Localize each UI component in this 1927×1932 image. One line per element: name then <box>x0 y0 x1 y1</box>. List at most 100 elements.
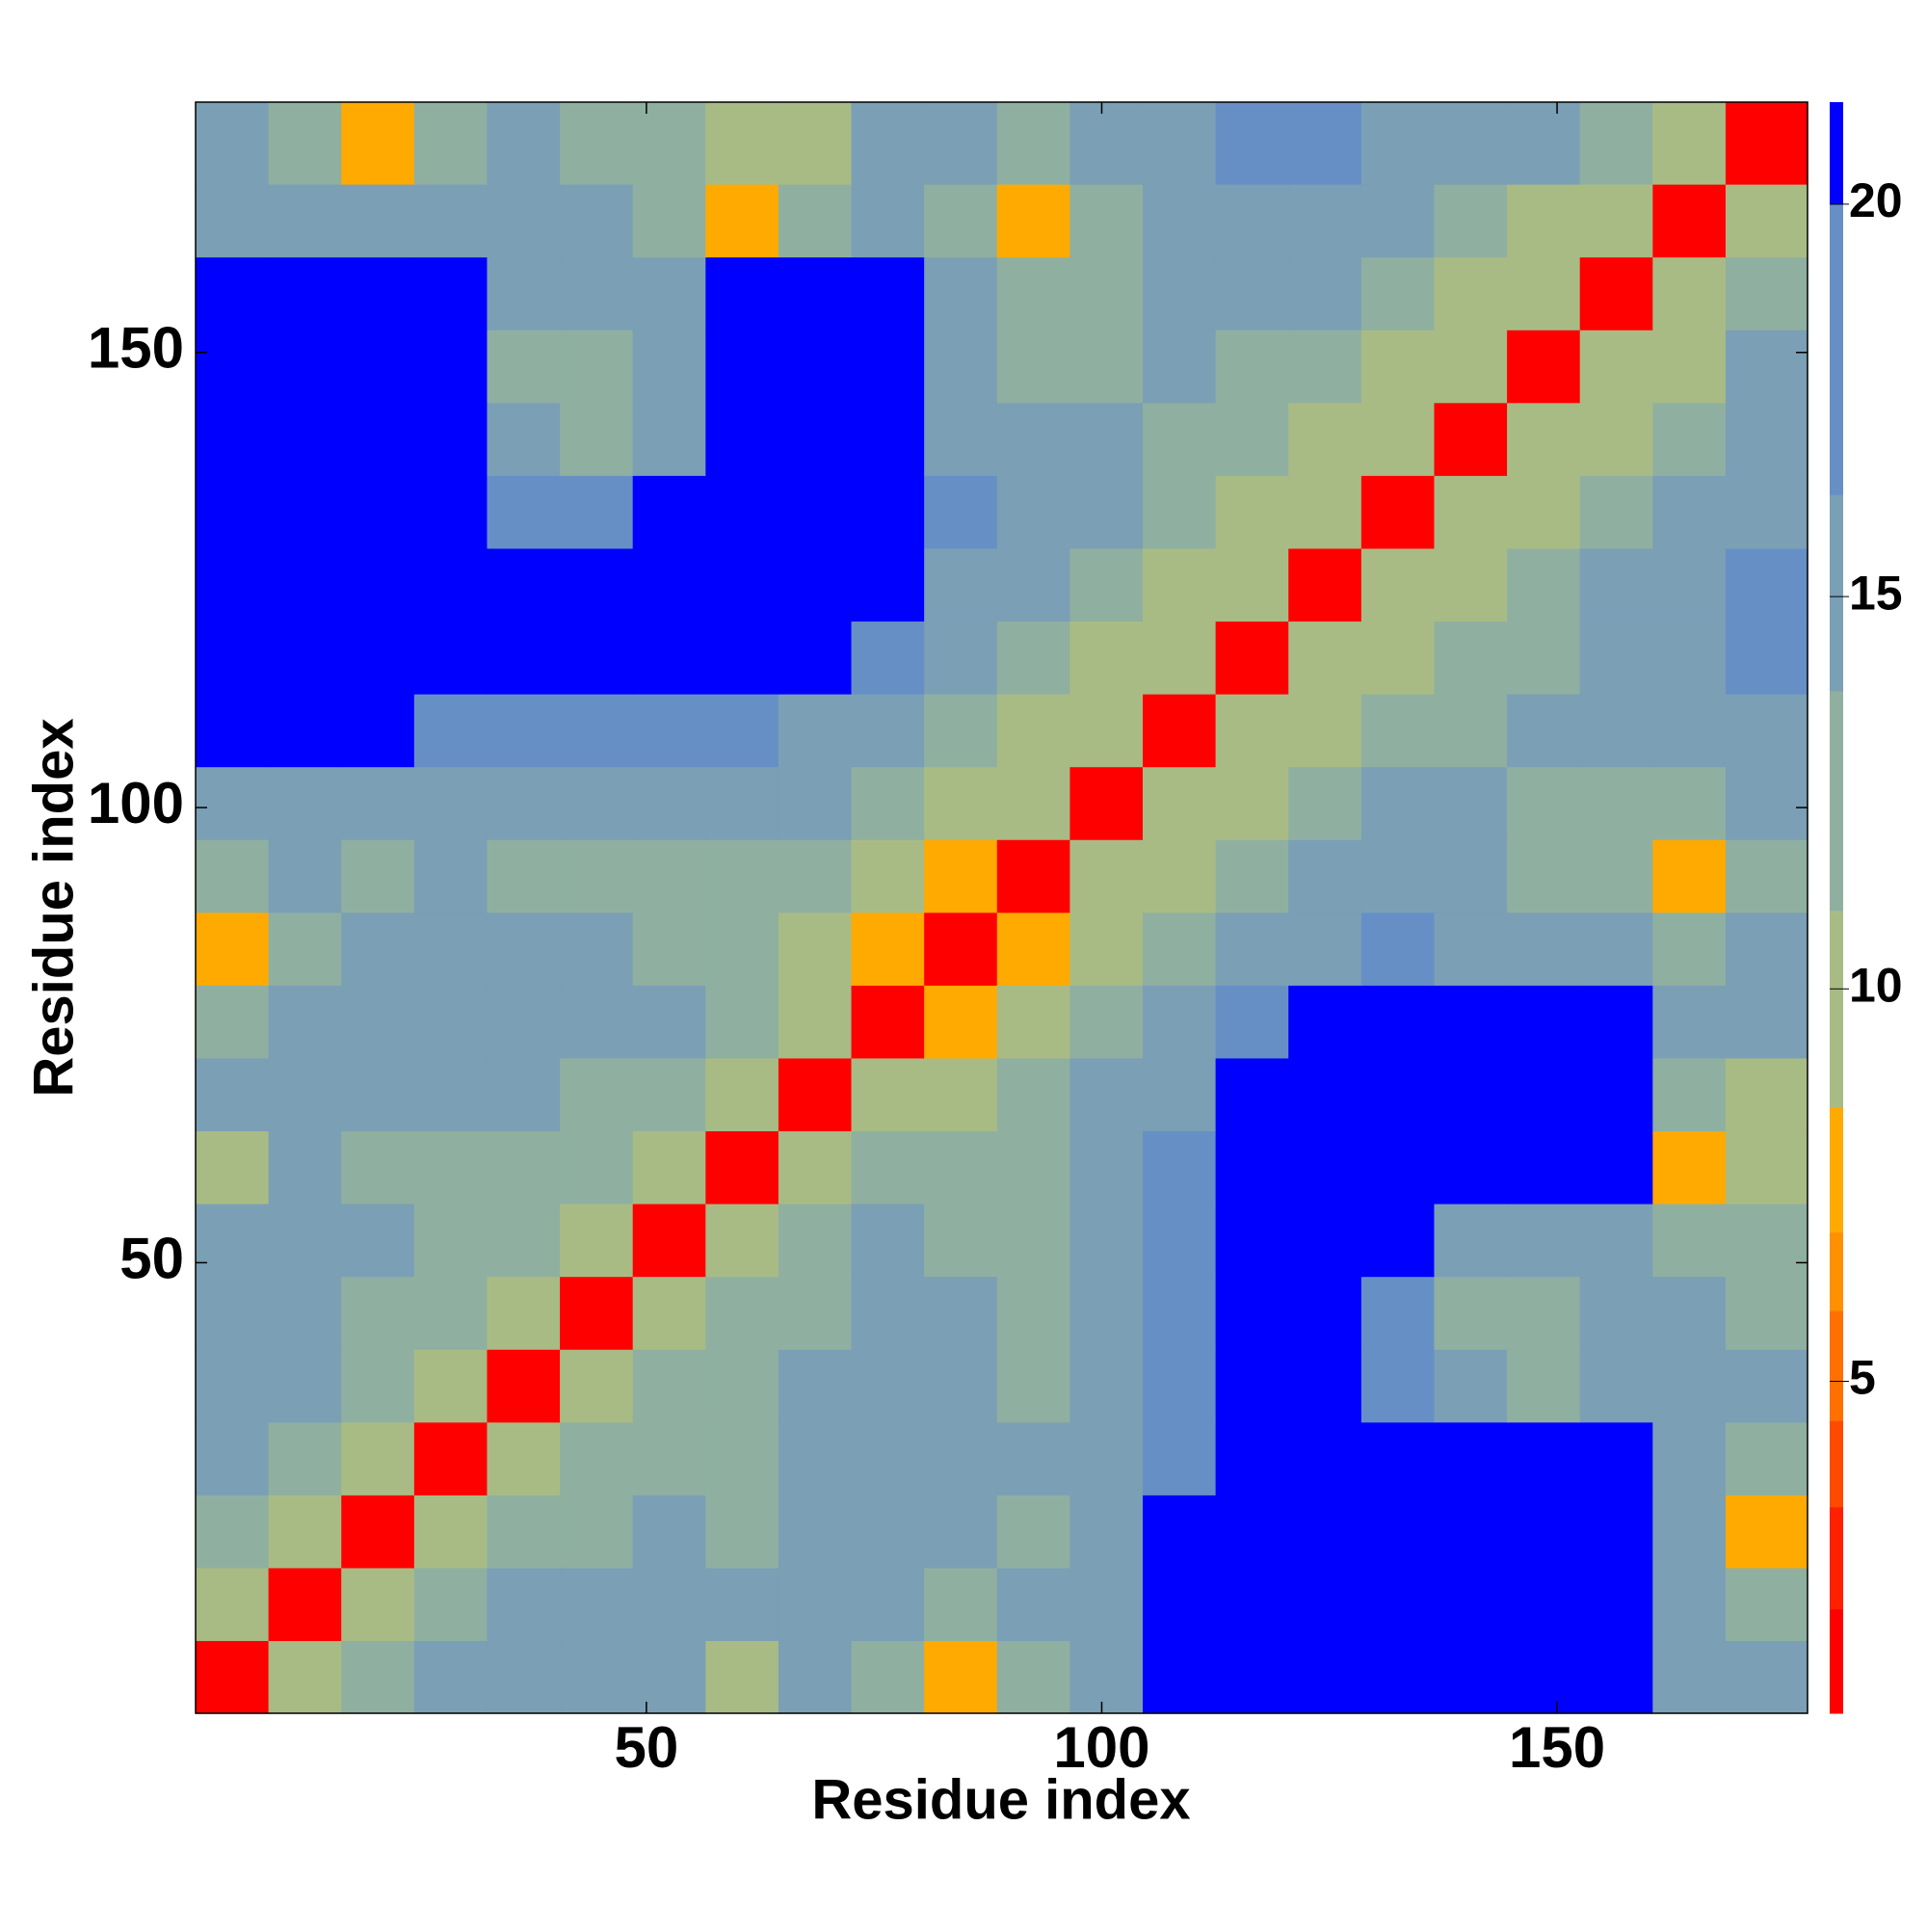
heatmap-cell <box>1069 912 1144 986</box>
heatmap-cell <box>487 547 561 622</box>
heatmap-cell <box>1288 1057 1362 1132</box>
heatmap-cell <box>1143 1204 1217 1278</box>
heatmap-cell <box>705 1276 779 1350</box>
heatmap-cell <box>1143 839 1217 913</box>
heatmap-cell <box>268 985 342 1059</box>
heatmap-cell <box>1143 402 1217 476</box>
heatmap-cell <box>924 1057 998 1132</box>
heatmap-cell <box>1652 547 1727 622</box>
heatmap-cell <box>487 621 561 695</box>
heatmap-cell <box>1507 621 1581 695</box>
heatmap-cell <box>1069 1349 1144 1423</box>
heatmap-cell <box>778 985 853 1059</box>
heatmap-cell <box>1579 839 1653 913</box>
heatmap-cell <box>1069 1495 1144 1569</box>
heatmap-cell <box>1579 621 1653 695</box>
heatmap-cell <box>487 985 561 1059</box>
heatmap-cell <box>1434 1495 1508 1569</box>
heatmap-cell <box>778 102 853 185</box>
heatmap-cell <box>1215 184 1289 258</box>
heatmap-cell <box>1652 1349 1727 1423</box>
heatmap-cell <box>632 330 706 404</box>
heatmap-cell <box>924 1204 998 1278</box>
heatmap-cell <box>1507 839 1581 913</box>
heatmap-cell <box>1434 1204 1508 1278</box>
heatmap-cell <box>413 912 488 986</box>
heatmap-cell <box>560 985 634 1059</box>
heatmap-cell <box>1360 912 1436 986</box>
heatmap-cell <box>1360 1057 1436 1132</box>
heatmap-cell <box>413 547 488 622</box>
heatmap-cell <box>341 839 415 913</box>
heatmap-cell <box>1360 1421 1436 1495</box>
heatmap-cell <box>1360 839 1436 913</box>
heatmap-cell <box>1069 1567 1144 1642</box>
heatmap-cell <box>413 1421 488 1495</box>
heatmap-cell <box>268 621 342 695</box>
heatmap-cell <box>1215 985 1289 1059</box>
heatmap-cell <box>1215 1640 1289 1714</box>
x-tick-label: 150 <box>1509 1715 1605 1780</box>
heatmap-cell <box>196 547 270 622</box>
heatmap-cell <box>924 1276 998 1350</box>
heatmap-cell <box>1288 766 1362 840</box>
heatmap-cell <box>413 1349 488 1423</box>
heatmap-cell <box>341 1130 415 1204</box>
heatmap-cell <box>1069 1130 1144 1204</box>
heatmap-cell <box>996 1349 1070 1423</box>
heatmap-cell <box>1288 1495 1362 1569</box>
heatmap-cell <box>1652 766 1727 840</box>
y-tick-label: 150 <box>88 316 184 381</box>
heatmap-cell <box>1288 184 1362 258</box>
heatmap-cell <box>560 621 634 695</box>
heatmap-cell <box>1725 1567 1808 1642</box>
heatmap-cell <box>413 1057 488 1132</box>
heatmap-cell <box>268 1349 342 1423</box>
heatmap-cell <box>1288 985 1362 1059</box>
heatmap-cell <box>1360 694 1436 768</box>
heatmap-cell <box>705 330 779 404</box>
heatmap-cell <box>851 475 925 549</box>
heatmap-cell <box>196 1349 270 1423</box>
heatmap-cell <box>632 1276 706 1350</box>
heatmap-cell <box>560 1567 634 1642</box>
heatmap-cell <box>705 1204 779 1278</box>
heatmap-cell <box>778 184 853 258</box>
heatmap-cell <box>851 985 925 1059</box>
heatmap-cell <box>778 1057 853 1132</box>
heatmap-cell <box>487 766 561 840</box>
heatmap-cell <box>1579 1276 1653 1350</box>
heatmap-cell <box>1215 694 1289 768</box>
heatmap-cell <box>1069 1421 1144 1495</box>
heatmap-cell <box>560 102 634 185</box>
heatmap-cell <box>1579 256 1653 331</box>
heatmap-cell <box>996 475 1070 549</box>
heatmap-cell <box>487 256 561 331</box>
heatmap-cell <box>1069 256 1144 331</box>
heatmap-cell <box>1069 184 1144 258</box>
heatmap-cell <box>996 839 1070 913</box>
heatmap-cell <box>413 1567 488 1642</box>
heatmap-cell <box>196 184 270 258</box>
heatmap-cell <box>1434 1421 1508 1495</box>
heatmap-cell <box>1215 1276 1289 1350</box>
heatmap-cell <box>487 1567 561 1642</box>
heatmap-cell <box>1652 402 1727 476</box>
heatmap-cell <box>778 1130 853 1204</box>
heatmap-cell <box>996 912 1070 986</box>
heatmap-cell <box>196 1640 270 1714</box>
heatmap-cell <box>996 402 1070 476</box>
heatmap-cell <box>851 330 925 404</box>
heatmap-cell <box>851 694 925 768</box>
heatmap-cell <box>487 1349 561 1423</box>
heatmap-cell <box>632 1640 706 1714</box>
heatmap-cell <box>1360 1204 1436 1278</box>
heatmap-cell <box>196 330 270 404</box>
heatmap-cell <box>996 621 1070 695</box>
heatmap-cell <box>560 1640 634 1714</box>
heatmap-cell <box>487 1495 561 1569</box>
heatmap-cell <box>1579 330 1653 404</box>
heatmap-cell <box>1069 547 1144 622</box>
heatmap-cell <box>705 766 779 840</box>
heatmap-cell <box>341 330 415 404</box>
